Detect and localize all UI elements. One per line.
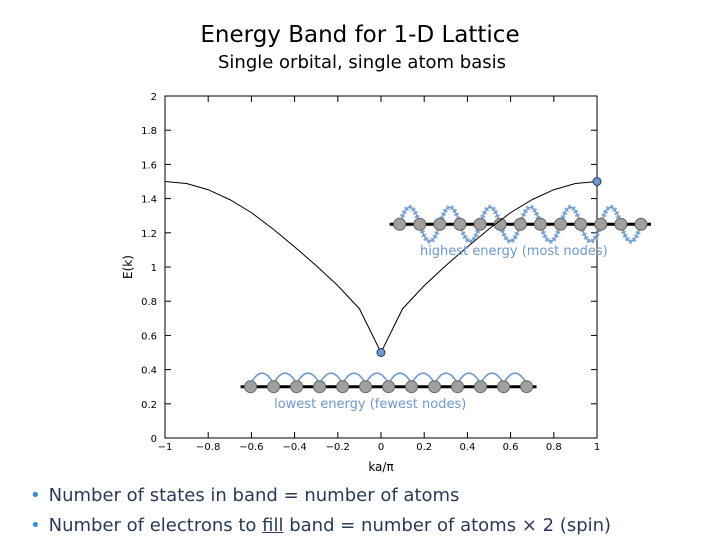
lattice-atom [393,217,407,231]
bullet-states-text: Number of states in band = number of ato… [48,485,460,506]
lattice-atom [533,217,547,231]
y-axis-label: E(k) [121,255,135,279]
lattice-atom [267,380,281,394]
x-tick-label: −0.6 [239,442,263,453]
lattice-atom [405,380,419,394]
y-tick-label: 0.8 [141,297,157,308]
x-tick-label: 1 [594,442,600,453]
lattice-atom [497,380,511,394]
bullet-electrons-pre: Number of electrons to [48,515,263,536]
y-tick-label: 0 [151,434,157,445]
lattice-atom [634,217,648,231]
y-tick-label: 0.2 [141,400,157,411]
lattice-atom [433,217,447,231]
lattice-atom [313,380,327,394]
lattice-atom [451,380,465,394]
x-axis-label: ka/π [368,460,393,474]
low-energy-lattice [240,372,537,394]
chart-title: Energy Band for 1-D Lattice [200,22,520,48]
x-tick-label: −1 [158,442,173,453]
chart-subtitle: Single orbital, single atom basis [217,52,506,73]
lattice-atom [290,380,304,394]
y-tick-label: 1.4 [141,195,157,206]
y-tick-label: 0.4 [141,366,157,377]
lattice-atom [428,380,442,394]
y-tick-label: 1.2 [141,229,157,240]
x-tick-label: 0.8 [546,442,562,453]
lattice-insets [240,204,651,394]
lattice-atom [413,217,427,231]
x-tick-label: −0.8 [196,442,220,453]
bullet-electrons-fill: fill [262,515,284,536]
bullet-electrons-post: band = number of atoms × 2 (spin) [283,515,612,536]
x-tick-label: 0 [378,442,384,453]
lattice-atom [574,217,588,231]
band-marker [592,177,602,186]
y-tick-label: 1 [151,263,157,274]
x-tick-label: −0.4 [282,442,306,453]
lattice-atom [336,380,350,394]
axes: 0 0.2 0.4 0.6 0.8 1 1.2 1.4 1.6 1.8 2 −1 −0.8 −0.6 −0.… [121,92,600,474]
lattice-atom [382,380,396,394]
lattice-atom [359,380,373,394]
bullet-dot: • [30,515,41,536]
band-chart: 0 0.2 0.4 0.6 0.8 1 1.2 1.4 1.6 1.8 2 −1 −0.8 −0.6 −0.… [121,92,651,474]
lattice-atom [474,380,488,394]
bullet-dot: • [30,485,41,506]
annotation-label: highest energy (most nodes) [420,244,608,259]
y-tick-label: 1.6 [141,160,157,171]
bullet-states: • Number of states in band = number of at… [30,485,459,506]
y-tick-label: 2 [151,92,157,103]
x-tick-label: 0.2 [416,442,432,453]
lattice-atom [453,217,467,231]
lattice-atom [513,217,527,231]
lattice-atom [520,380,534,394]
x-tick-label: −0.2 [326,442,350,453]
bullet-electrons: • Number of electrons to fill band = numb… [30,515,611,536]
high-energy-lattice [389,204,651,244]
lattice-atom [594,217,608,231]
annotation-label: lowest energy (fewest nodes) [274,397,466,412]
lattice-atom [614,217,628,231]
x-tick-label: 0.6 [503,442,519,453]
y-tick-label: 1.8 [141,126,157,137]
x-tick-label: 0.4 [459,442,475,453]
lattice-atom [244,380,258,394]
lattice-atom [493,217,507,231]
annotations: highest energy (most nodes) lowest energy… [274,244,608,412]
lattice-atom [554,217,568,231]
markers [376,177,602,357]
band-marker [376,348,386,357]
lattice-atom [473,217,487,231]
y-tick-label: 0.6 [141,331,157,342]
